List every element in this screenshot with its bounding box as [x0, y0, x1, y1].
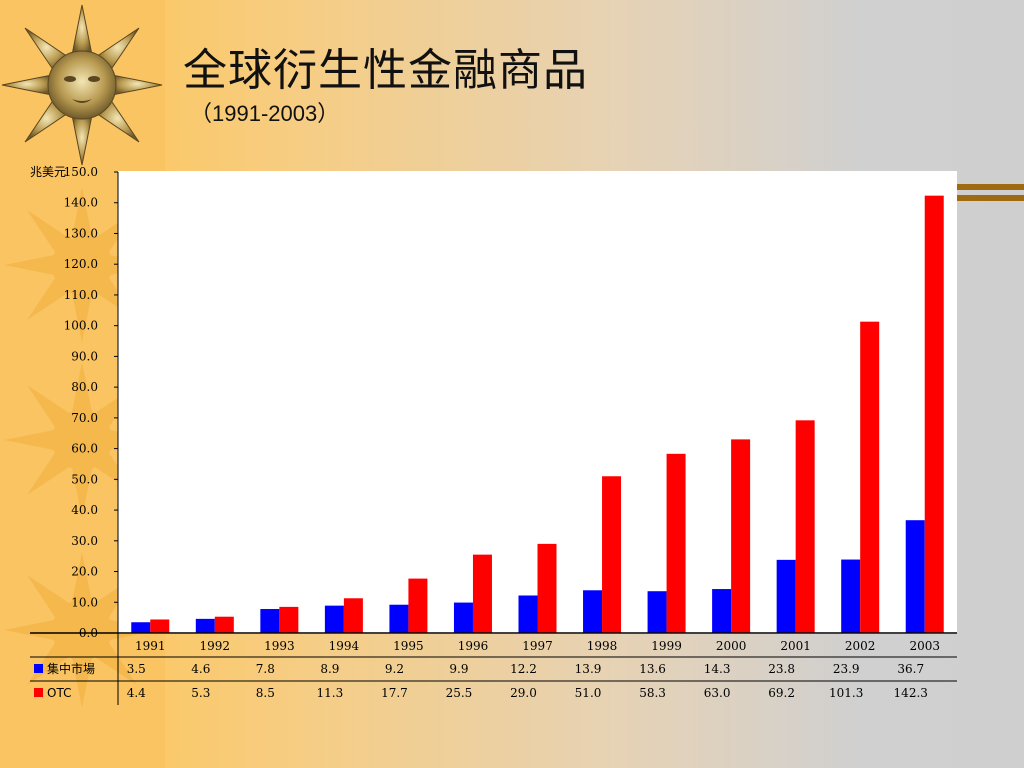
- data-table-value: 25.5: [446, 686, 473, 700]
- bar-exchange: [324, 605, 344, 633]
- legend-label: OTC: [47, 686, 71, 700]
- y-tick-label: 10.0: [71, 595, 98, 609]
- bar-exchange: [841, 559, 861, 633]
- y-tick-label: 80.0: [71, 380, 98, 394]
- slide-title: 全球衍生性金融商品: [183, 45, 588, 96]
- data-table-value: 23.8: [768, 662, 795, 676]
- bar-exchange: [260, 609, 280, 633]
- y-tick-label: 20.0: [71, 565, 98, 579]
- y-tick-label: 150.0: [64, 165, 98, 179]
- bar-otc: [343, 598, 363, 633]
- x-tick-label: 1999: [651, 639, 682, 653]
- bar-otc: [408, 578, 428, 633]
- x-tick-label: 1991: [135, 639, 166, 653]
- y-tick-label: 130.0: [64, 226, 98, 240]
- bar-exchange: [712, 589, 732, 633]
- bar-exchange: [518, 595, 538, 633]
- bar-exchange: [131, 622, 151, 633]
- bar-otc: [150, 619, 170, 633]
- legend-label: 集中市場: [47, 661, 95, 676]
- bar-exchange: [905, 520, 925, 633]
- bar-otc: [924, 195, 944, 633]
- data-table-value: 9.2: [385, 662, 404, 676]
- bar-otc: [214, 616, 234, 633]
- data-table-value: 8.5: [256, 686, 275, 700]
- bar-otc: [860, 321, 880, 633]
- y-tick-label: 100.0: [64, 319, 98, 333]
- bar-otc: [731, 439, 751, 633]
- data-table-value: 63.0: [704, 686, 731, 700]
- bar-exchange: [195, 618, 215, 633]
- data-table-value: 13.6: [639, 662, 666, 676]
- x-tick-label: 1995: [393, 639, 424, 653]
- data-table-value: 69.2: [768, 686, 795, 700]
- x-tick-label: 2000: [716, 639, 747, 653]
- data-table-value: 51.0: [575, 686, 602, 700]
- bar-exchange: [776, 559, 796, 633]
- bar-otc: [537, 543, 557, 633]
- legend-swatch: [34, 688, 43, 697]
- data-table-value: 36.7: [897, 662, 924, 676]
- bar-exchange: [453, 602, 473, 633]
- bar-otc: [472, 554, 492, 633]
- data-table-value: 8.9: [320, 662, 339, 676]
- y-axis-label: 兆美元: [30, 165, 66, 179]
- x-tick-label: 1993: [264, 639, 295, 653]
- x-tick-label: 1998: [587, 639, 618, 653]
- x-tick-label: 1997: [522, 639, 553, 653]
- bar-exchange: [647, 591, 667, 633]
- bar-exchange: [389, 604, 409, 633]
- x-tick-label: 1992: [200, 639, 231, 653]
- decorative-line: [957, 195, 1024, 201]
- data-table-value: 101.3: [829, 686, 863, 700]
- decorative-line: [957, 184, 1024, 190]
- y-tick-label: 70.0: [71, 411, 98, 425]
- data-table-value: 4.6: [191, 662, 210, 676]
- data-table-value: 17.7: [381, 686, 408, 700]
- y-tick-label: 110.0: [64, 288, 98, 302]
- data-table-value: 9.9: [449, 662, 468, 676]
- data-table-value: 23.9: [833, 662, 860, 676]
- y-tick-label: 30.0: [71, 534, 98, 548]
- data-table-value: 14.3: [704, 662, 731, 676]
- data-table-value: 58.3: [639, 686, 666, 700]
- x-tick-label: 1996: [458, 639, 489, 653]
- data-table-value: 142.3: [894, 686, 928, 700]
- data-table-value: 29.0: [510, 686, 537, 700]
- data-table-value: 13.9: [575, 662, 602, 676]
- y-tick-label: 90.0: [71, 349, 98, 363]
- bar-otc: [795, 420, 815, 633]
- data-table-value: 7.8: [256, 662, 275, 676]
- bar-otc: [666, 453, 686, 633]
- y-tick-label: 120.0: [64, 257, 98, 271]
- bar-exchange: [583, 590, 603, 633]
- slide-subtitle: （1991-2003）: [190, 101, 340, 126]
- y-tick-label: 40.0: [71, 503, 98, 517]
- legend-swatch: [34, 664, 43, 673]
- data-table-value: 3.5: [127, 662, 146, 676]
- bar-otc: [279, 606, 299, 633]
- bar-otc: [602, 476, 622, 633]
- data-table-value: 5.3: [191, 686, 210, 700]
- data-table-value: 12.2: [510, 662, 537, 676]
- data-table-value: 4.4: [127, 686, 146, 700]
- y-tick-label: 60.0: [71, 442, 98, 456]
- data-table-value: 11.3: [317, 686, 344, 700]
- x-tick-label: 2001: [780, 639, 811, 653]
- y-tick-label: 50.0: [71, 472, 98, 486]
- x-tick-label: 2002: [845, 639, 876, 653]
- x-tick-label: 2003: [909, 639, 940, 653]
- x-tick-label: 1994: [329, 639, 360, 653]
- y-tick-label: 140.0: [64, 196, 98, 210]
